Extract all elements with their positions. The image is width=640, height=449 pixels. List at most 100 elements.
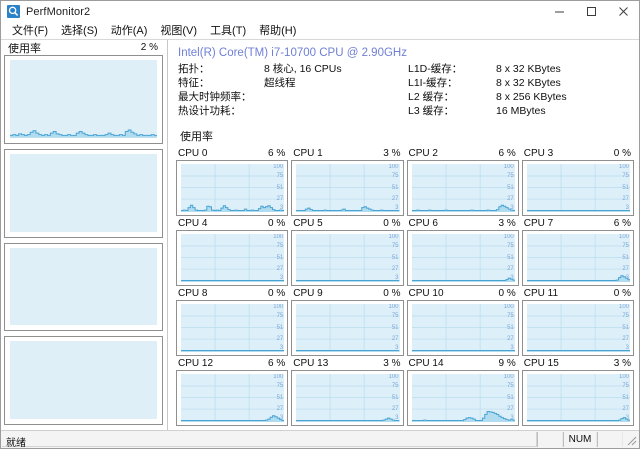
info-row-topology: 拓扑： 8 核心, 16 CPUs bbox=[178, 63, 408, 77]
cpu-label-8: CPU 8 bbox=[178, 288, 208, 299]
info-value-l2: 8 x 256 KBytes bbox=[496, 91, 567, 103]
cpu-cell-2[interactable]: CPU 2 6 % 100 75 51 27 3 bbox=[406, 148, 519, 216]
cpu-plot-13: 100 75 51 27 3 bbox=[296, 374, 400, 422]
cpu-chart-6: 100 75 51 27 3 bbox=[406, 230, 519, 286]
close-button[interactable] bbox=[607, 1, 639, 22]
cpu-cell-header-5: CPU 5 0 % bbox=[291, 218, 403, 230]
cpu-plot-4: 100 75 51 27 3 bbox=[181, 234, 285, 282]
info-value-features: 超线程 bbox=[264, 77, 296, 89]
info-label-l1i: L1I-缓存： bbox=[408, 77, 458, 89]
cpu-info-column-left: 拓扑： 8 核心, 16 CPUs 特征： 超线程 最大时钟频率： 热设计功耗： bbox=[178, 63, 408, 119]
status-indicator-caps bbox=[537, 432, 563, 447]
cpu-cell-8[interactable]: CPU 8 0 % 100 75 51 27 3 bbox=[176, 288, 289, 356]
window-title: PerfMonitor2 bbox=[26, 5, 91, 18]
cpu-cell-header-2: CPU 2 6 % bbox=[407, 148, 519, 160]
status-bar: 就绪 NUM bbox=[1, 430, 639, 449]
info-value-l1d: 8 x 32 KBytes bbox=[496, 63, 561, 75]
menu-select[interactable]: 选择(S) bbox=[61, 24, 98, 37]
cpu-value-10: 0 % bbox=[498, 288, 516, 299]
secondary-graph-box-3[interactable] bbox=[4, 336, 163, 425]
cpu-plot-9: 100 75 51 27 3 bbox=[296, 304, 400, 352]
cpu-cell-7[interactable]: CPU 7 6 % 100 75 51 27 3 bbox=[521, 218, 634, 286]
cpu-cell-header-10: CPU 10 0 % bbox=[407, 288, 519, 300]
maximize-button[interactable] bbox=[575, 1, 607, 22]
overall-usage-header: 使用率 2 % bbox=[4, 40, 163, 55]
cpu-cell-5[interactable]: CPU 5 0 % 100 75 51 27 3 bbox=[291, 218, 404, 286]
cpu-chart-7: 100 75 51 27 3 bbox=[521, 230, 634, 286]
cpu-cell-11[interactable]: CPU 11 0 % 100 75 51 27 3 bbox=[521, 288, 634, 356]
info-label-features: 特征： bbox=[178, 77, 210, 89]
status-indicator-num: NUM bbox=[563, 432, 597, 447]
cpu-value-9: 0 % bbox=[383, 288, 401, 299]
cpu-label-9: CPU 9 bbox=[293, 288, 323, 299]
cpu-value-14: 9 % bbox=[498, 358, 516, 369]
cpu-plot-14: 100 75 51 27 3 bbox=[411, 374, 515, 422]
cpu-value-6: 3 % bbox=[498, 218, 516, 229]
usage-section-title: 使用率 bbox=[180, 131, 213, 143]
cpu-value-1: 3 % bbox=[383, 148, 401, 159]
cpu-cell-13[interactable]: CPU 13 3 % 100 75 51 27 3 bbox=[291, 358, 404, 426]
cpu-cell-3[interactable]: CPU 3 0 % 100 75 51 27 3 bbox=[521, 148, 634, 216]
resize-grip-icon[interactable] bbox=[623, 431, 639, 448]
minimize-button[interactable] bbox=[543, 1, 575, 22]
cpu-label-14: CPU 14 bbox=[408, 358, 444, 369]
menu-action[interactable]: 动作(A) bbox=[110, 24, 148, 37]
cpu-cell-4[interactable]: CPU 4 0 % 100 75 51 27 3 bbox=[176, 218, 289, 286]
info-value-max-clock bbox=[264, 91, 408, 105]
info-label-tdp: 热设计功耗： bbox=[178, 105, 241, 117]
cpu-cell-10[interactable]: CPU 10 0 % 100 75 51 27 3 bbox=[406, 288, 519, 356]
overall-usage-graph-box[interactable] bbox=[4, 55, 163, 144]
cpu-label-1: CPU 1 bbox=[293, 148, 323, 159]
cpu-cell-6[interactable]: CPU 6 3 % 100 75 51 27 3 bbox=[406, 218, 519, 286]
cpu-cell-header-8: CPU 8 0 % bbox=[176, 288, 288, 300]
cpu-chart-12: 100 75 51 27 3 bbox=[176, 370, 289, 426]
cpu-label-6: CPU 6 bbox=[408, 218, 438, 229]
cpu-cell-14[interactable]: CPU 14 9 % 100 75 51 27 3 bbox=[406, 358, 519, 426]
overall-usage-label: 使用率 bbox=[8, 42, 41, 55]
title-bar: PerfMonitor2 bbox=[1, 1, 639, 23]
menu-tools[interactable]: 工具(T) bbox=[210, 24, 247, 37]
cpu-chart-1: 100 75 51 27 3 bbox=[291, 160, 404, 216]
cpu-value-12: 6 % bbox=[268, 358, 286, 369]
menu-file[interactable]: 文件(F) bbox=[12, 24, 49, 37]
cpu-label-15: CPU 15 bbox=[523, 358, 559, 369]
cpu-label-10: CPU 10 bbox=[408, 288, 444, 299]
cpu-plot-10: 100 75 51 27 3 bbox=[411, 304, 515, 352]
cpu-cell-1[interactable]: CPU 1 3 % 100 75 51 27 3 bbox=[291, 148, 404, 216]
cpu-chart-9: 100 75 51 27 3 bbox=[291, 300, 404, 356]
info-label-l1d: L1D-缓存： bbox=[408, 63, 463, 75]
menu-view[interactable]: 视图(V) bbox=[160, 24, 198, 37]
cpu-chart-13: 100 75 51 27 3 bbox=[291, 370, 404, 426]
cpu-cell-15[interactable]: CPU 15 3 % 100 75 51 27 3 bbox=[521, 358, 634, 426]
cpu-cell-header-12: CPU 12 6 % bbox=[176, 358, 288, 370]
cpu-chart-2: 100 75 51 27 3 bbox=[406, 160, 519, 216]
cpu-cell-header-6: CPU 6 3 % bbox=[407, 218, 519, 230]
cpu-value-7: 6 % bbox=[613, 218, 631, 229]
cpu-chart-5: 100 75 51 27 3 bbox=[291, 230, 404, 286]
cpu-cell-9[interactable]: CPU 9 0 % 100 75 51 27 3 bbox=[291, 288, 404, 356]
secondary-graph-3 bbox=[10, 341, 157, 419]
cpu-plot-15: 100 75 51 27 3 bbox=[526, 374, 630, 422]
secondary-graph-box-2[interactable] bbox=[4, 242, 163, 332]
secondary-graph-box-1[interactable] bbox=[4, 148, 163, 238]
cpu-chart-3: 100 75 51 27 3 bbox=[521, 160, 634, 216]
cpu-plot-3: 100 75 51 27 3 bbox=[526, 164, 630, 212]
info-label-l3: L3 缓存： bbox=[408, 105, 455, 117]
info-label-l2: L2 缓存： bbox=[408, 91, 455, 103]
cpu-cell-header-11: CPU 11 0 % bbox=[522, 288, 634, 300]
cpu-cell-header-14: CPU 14 9 % bbox=[407, 358, 519, 370]
cpu-value-0: 6 % bbox=[268, 148, 286, 159]
cpu-cell-0[interactable]: CPU 0 6 % 100 75 51 27 3 bbox=[176, 148, 289, 216]
overall-usage-value: 2 % bbox=[140, 42, 158, 53]
info-row-l2: L2 缓存： 8 x 256 KBytes bbox=[408, 91, 575, 105]
cpu-cell-12[interactable]: CPU 12 6 % 100 75 51 27 3 bbox=[176, 358, 289, 426]
main-content: 使用率 2 % Intel(R) Core(TM) i7-10700 CPU @… bbox=[1, 40, 639, 430]
menu-help[interactable]: 帮助(H) bbox=[259, 24, 297, 37]
cpu-cell-header-4: CPU 4 0 % bbox=[176, 218, 288, 230]
info-row-l1d: L1D-缓存： 8 x 32 KBytes bbox=[408, 63, 575, 77]
overall-usage-pane: 使用率 2 % bbox=[1, 40, 168, 430]
cpu-cell-header-9: CPU 9 0 % bbox=[291, 288, 403, 300]
cpu-cell-header-3: CPU 3 0 % bbox=[522, 148, 634, 160]
cpu-label-5: CPU 5 bbox=[293, 218, 323, 229]
cpu-chart-15: 100 75 51 27 3 bbox=[521, 370, 634, 426]
